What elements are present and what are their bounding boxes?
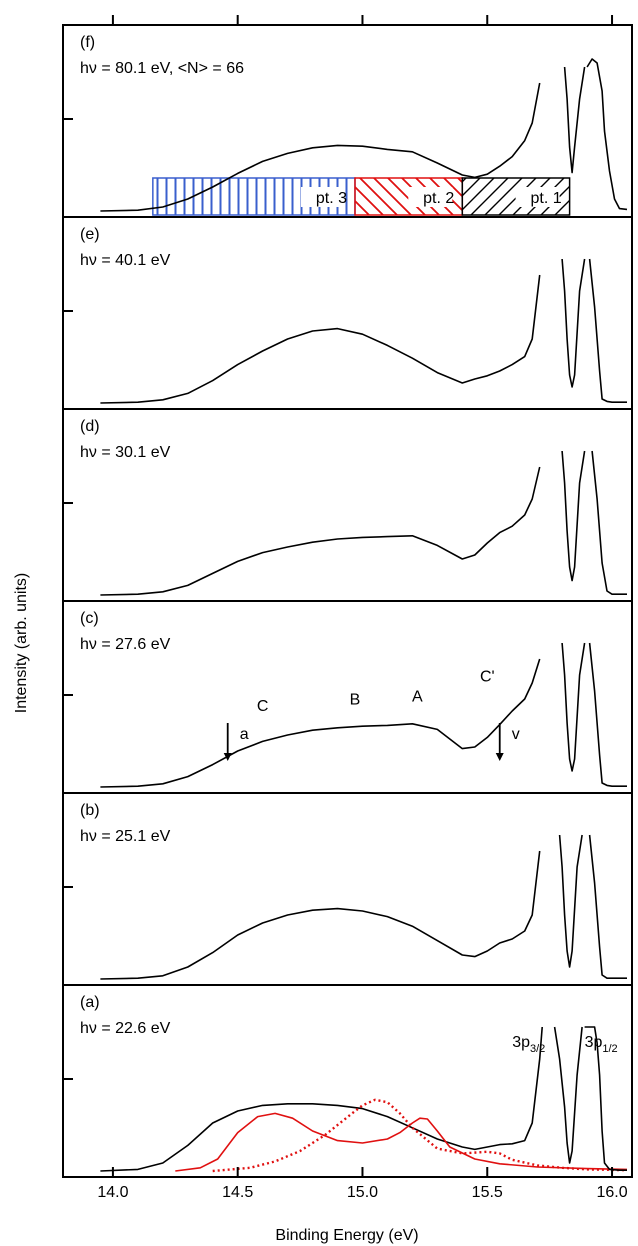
panel-label: (b) <box>80 802 100 819</box>
series-line-1 <box>175 1112 628 1172</box>
panel-subtitle: hν = 22.6 eV <box>80 1020 171 1037</box>
panel-subtitle: hν = 80.1 eV, <N> = 66 <box>80 60 244 77</box>
panel-frame <box>62 216 633 410</box>
arrow-head <box>223 753 232 761</box>
peak-line-0 <box>561 642 586 772</box>
x-tick-label: 14.0 <box>97 1184 128 1201</box>
peak-line-1 <box>588 642 627 787</box>
panel-label: (a) <box>80 994 100 1011</box>
series-line-0 <box>100 850 541 980</box>
panel-label: (d) <box>80 418 100 435</box>
panel-subtitle: hν = 27.6 eV <box>80 636 171 653</box>
arrow-head <box>495 753 504 761</box>
annotation-B: B <box>350 692 361 709</box>
arrow-label-v: v <box>512 726 520 743</box>
peak-label: 3p1/2 <box>585 1034 618 1055</box>
series-line-2 <box>212 1098 628 1173</box>
annotation-Cp: C' <box>480 668 495 685</box>
peak-line-0 <box>561 450 586 582</box>
region-label-bg <box>515 187 560 207</box>
peak-line-1 <box>588 258 627 403</box>
panel-frame <box>62 792 633 986</box>
x-tick-label: 14.5 <box>222 1184 253 1201</box>
panel-label: (f) <box>80 34 95 51</box>
x-tick-label: 15.5 <box>472 1184 503 1201</box>
series-line-0 <box>100 658 541 788</box>
region-label: pt. 3 <box>316 190 347 207</box>
region-label: pt. 1 <box>530 190 561 207</box>
y-axis-title: Intensity (arb. units) <box>13 573 30 714</box>
panel-subtitle: hν = 40.1 eV <box>80 252 171 269</box>
annotation-A: A <box>412 688 423 705</box>
peak-line-1 <box>588 834 627 979</box>
panel-c: (c) hν = 27.6 eV C B A C' a v <box>62 600 633 794</box>
panel-frame <box>62 600 633 794</box>
annotation-C: C <box>257 698 269 715</box>
peak-line-0 <box>563 66 586 174</box>
peak-line-1 <box>591 450 627 595</box>
peak-line-0 <box>561 258 586 388</box>
panel-subtitle: hν = 25.1 eV <box>80 828 171 845</box>
series-line-0 <box>100 1026 543 1172</box>
series-line-0 <box>100 274 541 404</box>
peak-line-0 <box>553 1026 583 1164</box>
panel-subtitle: hν = 30.1 eV <box>80 444 171 461</box>
peak-line-1 <box>586 58 628 211</box>
x-tick-label: 16.0 <box>596 1184 627 1201</box>
arrow-label-a: a <box>240 726 249 743</box>
panels-layer: (f) hν = 80.1 eV, <N> = 66 pt. 3 pt. 2 pt. 1… <box>62 24 633 1178</box>
x-axis-title: Binding Energy (eV) <box>275 1227 418 1244</box>
region-border <box>461 177 571 216</box>
peak-line-1 <box>584 1026 627 1171</box>
panel-frame <box>62 984 633 1178</box>
peak-label: 3p3/2 <box>512 1034 545 1055</box>
panel-b: (b) hν = 25.1 eV <box>62 792 633 986</box>
panel-label: (e) <box>80 226 100 243</box>
region-label-bg <box>300 187 345 207</box>
peak-line-0 <box>558 834 583 968</box>
panel-frame <box>62 408 633 602</box>
panel-f: (f) hν = 80.1 eV, <N> = 66 pt. 3 pt. 2 pt. 1 <box>62 24 633 218</box>
region-label: pt. 2 <box>423 190 454 207</box>
series-line-0 <box>100 82 541 212</box>
x-tick-label: 15.0 <box>347 1184 378 1201</box>
series-line-0 <box>100 466 541 596</box>
panel-label: (c) <box>80 610 99 627</box>
region-label-bg <box>408 187 453 207</box>
x-axis: 14.0 14.5 15.0 15.5 16.0 <box>97 15 628 1201</box>
panel-a: (a) hν = 22.6 eV 3p3/2 3p1/2 <box>62 984 633 1178</box>
panel-d: (d) hν = 30.1 eV <box>62 408 633 602</box>
panel-e: (e) hν = 40.1 eV <box>62 216 633 410</box>
